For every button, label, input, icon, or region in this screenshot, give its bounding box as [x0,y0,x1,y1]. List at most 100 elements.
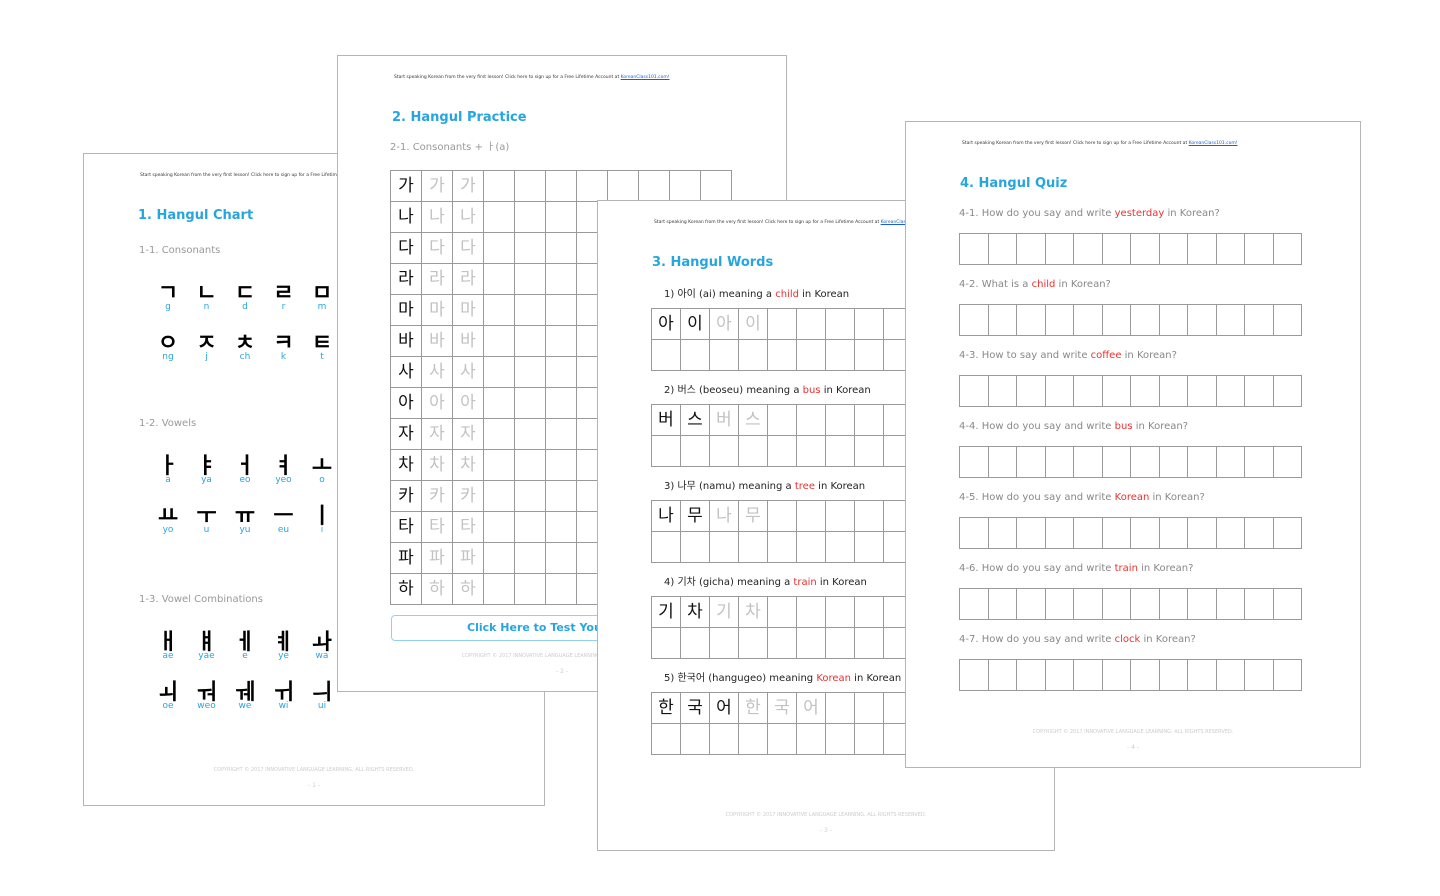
practice-box: 바 [421,325,453,357]
writing-box [854,692,884,724]
hangul-letter: ㅋ [273,331,294,356]
word-prompt: 4) 기차 (gicha) meaning a train in Korean [664,573,867,588]
practice-box [483,232,515,264]
question-text: 4-2. What is a [959,279,1032,290]
copyright: COPYRIGHT © 2017 INNOVATIVE LANGUAGE LEA… [725,812,927,818]
writing-box [796,308,826,340]
header-note: Start speaking Korean from the very firs… [654,220,930,225]
romanization: oe [162,701,174,711]
writing-box [767,339,797,371]
keyword: tree [794,481,815,492]
header-text: Start speaking Korean from the very firs… [962,141,1189,146]
romanization: ya [201,475,212,485]
question-text: in Korean? [1149,492,1205,503]
writing-box [651,435,681,467]
copyright: COPYRIGHT © 2017 INNOVATIVE LANGUAGE LEA… [461,653,663,659]
writing-box: 이 [680,308,710,340]
writing-box [796,339,826,371]
prompt-text: in Korean [820,385,871,396]
answer-box [1016,233,1046,265]
answer-box [1187,375,1217,407]
writing-box [651,531,681,563]
practice-box: 라 [452,263,484,295]
practice-box: 자 [390,418,422,450]
romanization: we [238,701,252,711]
practice-box: 차 [452,449,484,481]
question-text: 4-7. How do you say and write [959,634,1115,645]
writing-box [854,308,884,340]
answer-box [959,233,989,265]
romanization: eo [239,475,251,485]
romanization: weo [197,701,216,711]
header-link[interactable]: KoreanClass101.com! [1188,141,1238,146]
practice-box: 사 [390,356,422,388]
writing-box: 무 [738,500,768,532]
practice-box: 사 [421,356,453,388]
answer-box [1215,446,1245,478]
practice-box [545,232,577,264]
answer-box [1158,375,1188,407]
keyword: child [775,289,799,300]
keyword: yesterday [1114,208,1165,219]
practice-box [576,170,608,202]
writing-box [796,596,826,628]
answer-box [1044,588,1074,620]
writing-box: 무 [680,500,710,532]
section-label: 1-2. Vowels [139,418,197,429]
practice-box: 하 [452,573,484,605]
answer-box [987,659,1017,691]
hangul-letter: ㅏ [157,454,179,479]
hangul-letter: ㅣ [311,504,333,529]
answer-box [959,659,989,691]
practice-box: 아 [452,387,484,419]
practice-box [514,387,546,419]
prompt-text: 5) 한국어 (hangugeo) meaning [664,673,817,684]
answer-box [1187,659,1217,691]
writing-box [738,531,768,563]
practice-box [514,449,546,481]
answer-box [1073,517,1103,549]
practice-box: 자 [421,418,453,450]
practice-box [545,263,577,295]
practice-box [514,511,546,543]
practice-box [483,573,515,605]
writing-box: 나 [709,500,739,532]
prompt-text: 2) 버스 (beoseu) meaning a [664,385,803,396]
answer-box [1130,375,1160,407]
practice-box [483,325,515,357]
keyword: bus [1114,421,1133,432]
practice-box [483,356,515,388]
answer-box [1244,659,1274,691]
answer-box [1215,517,1245,549]
answer-box [1016,304,1046,336]
header-text: Start speaking Korean from the very firs… [394,75,621,80]
writing-box [767,596,797,628]
writing-box [796,435,826,467]
practice-box: 타 [421,511,453,543]
question-text: in Korean? [1164,208,1220,219]
answer-box [1044,517,1074,549]
romanization: g [165,302,171,312]
answer-box [959,517,989,549]
answer-box [1044,233,1074,265]
hangul-letter: ㄴ [196,281,217,306]
practice-box: 다 [421,232,453,264]
romanization: m [317,302,327,312]
hangul-letter: ㅕ [273,454,294,479]
page-title: 4. Hangul Quiz [960,176,1068,191]
header-note: Start speaking Korean from the very firs… [962,141,1238,146]
romanization: r [281,302,286,312]
hangul-letter: ㅘ [311,630,333,655]
writing-box [680,531,710,563]
answer-box [1101,304,1131,336]
writing-box [651,723,681,755]
section-label: 1-1. Consonants [139,245,221,256]
writing-box [767,627,797,659]
page-number: - 1 - [308,782,320,789]
header-link[interactable]: KoreanClass101.com! [620,75,670,80]
answer-box [1101,517,1131,549]
romanization: ch [239,352,251,362]
practice-box: 바 [452,325,484,357]
answer-box [1044,659,1074,691]
answer-box [1215,659,1245,691]
